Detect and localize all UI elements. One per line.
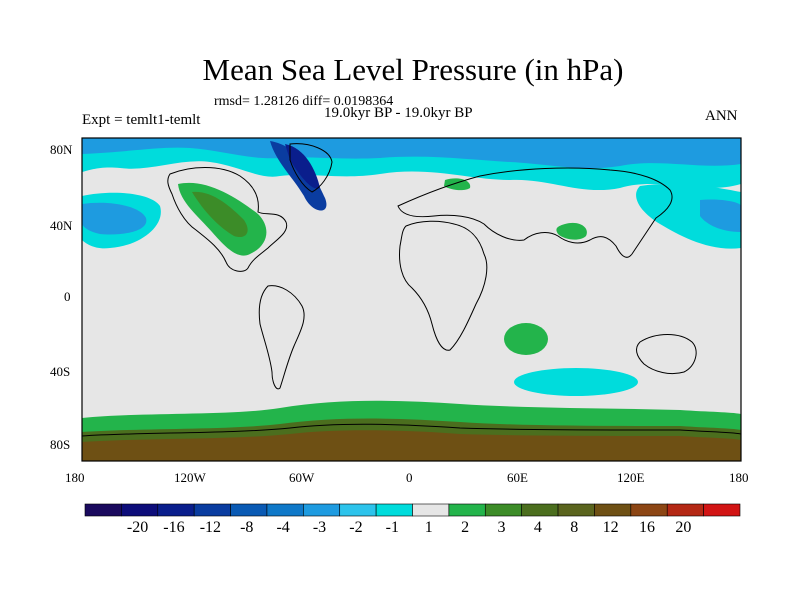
colorbar-label: 2 xyxy=(461,519,470,536)
colorbar-box xyxy=(121,503,159,517)
colorbar-box xyxy=(666,503,704,517)
colorbar-label: -12 xyxy=(199,519,222,536)
north-america-coast xyxy=(167,167,288,272)
rmsd-diff-stats: rmsd= 1.28126 diff= 0.0198364 xyxy=(214,94,394,109)
coastlines xyxy=(82,143,741,437)
colorbar-box xyxy=(266,503,304,517)
colorbar-box xyxy=(521,503,559,517)
colorbar-label: -16 xyxy=(163,519,185,536)
colorbar-box xyxy=(703,503,741,517)
colorbar-box xyxy=(375,503,413,517)
contour-minus4 xyxy=(270,141,327,211)
colorbar-label: 3 xyxy=(497,519,506,536)
south-america-coast xyxy=(258,285,305,390)
lat-tick: 40S xyxy=(50,364,71,379)
period-label: 19.0kyr BP - 19.0kyr BP xyxy=(324,105,473,121)
africa-coast xyxy=(399,220,488,351)
lon-tick: 180 xyxy=(729,470,749,485)
colorbar-box xyxy=(484,503,522,517)
colorbar-label: 4 xyxy=(533,519,542,536)
lat-tick: 80N xyxy=(50,142,73,157)
colorbar-box xyxy=(84,503,122,517)
lon-tick: 60E xyxy=(507,470,528,485)
colorbar-label: 20 xyxy=(675,519,692,536)
colorbar-box xyxy=(157,503,195,517)
colorbar-box xyxy=(630,503,668,517)
pressure-map xyxy=(81,137,742,462)
contour-plus1-asia xyxy=(556,222,587,240)
experiment-label: Expt = temlt1-temlt xyxy=(82,112,201,128)
australia-coast xyxy=(636,334,697,375)
colorbar-box xyxy=(193,503,231,517)
lon-tick: 120E xyxy=(617,470,645,485)
colorbar-box xyxy=(412,503,450,517)
colorbar-label: -3 xyxy=(312,519,327,536)
antarctica-coast xyxy=(82,423,741,437)
lon-tick: 60W xyxy=(289,470,315,485)
colorbar-box xyxy=(594,503,632,517)
map-frame xyxy=(81,137,742,462)
colorbar-label: -8 xyxy=(240,519,254,536)
lat-tick: 0 xyxy=(64,289,71,304)
colorbar-label: -1 xyxy=(385,519,399,536)
greenland-coast xyxy=(289,143,333,193)
lat-tick: 80S xyxy=(50,437,71,452)
colorbar-box xyxy=(230,503,268,517)
colorbar xyxy=(84,503,741,517)
season-label: ANN xyxy=(705,108,738,124)
contour-minus2 xyxy=(82,138,741,169)
contour-minus8 xyxy=(285,144,320,189)
colorbar-box xyxy=(557,503,595,517)
colorbar-label: -4 xyxy=(276,519,290,536)
lon-tick: 0 xyxy=(406,470,413,485)
colorbar-label: -2 xyxy=(349,519,363,536)
lon-tick: 180 xyxy=(65,470,85,485)
lat-tick: 40N xyxy=(50,218,73,233)
colorbar-box xyxy=(448,503,486,517)
lon-tick: 120W xyxy=(174,470,206,485)
colorbar-box xyxy=(339,503,377,517)
map-title: Mean Sea Level Pressure (in hPa) xyxy=(202,52,624,87)
colorbar-box xyxy=(303,503,341,517)
contour-plus1-indian-ocean xyxy=(504,323,548,355)
colorbar-label: 1 xyxy=(424,519,433,536)
colorbar-label: 16 xyxy=(639,519,656,536)
eurasia-coast xyxy=(397,167,673,258)
colorbar-label: 12 xyxy=(602,519,619,536)
colorbar-label: 8 xyxy=(570,519,579,536)
contour-minus1-southern-ocean xyxy=(514,368,638,396)
colorbar-label: -20 xyxy=(126,519,149,536)
